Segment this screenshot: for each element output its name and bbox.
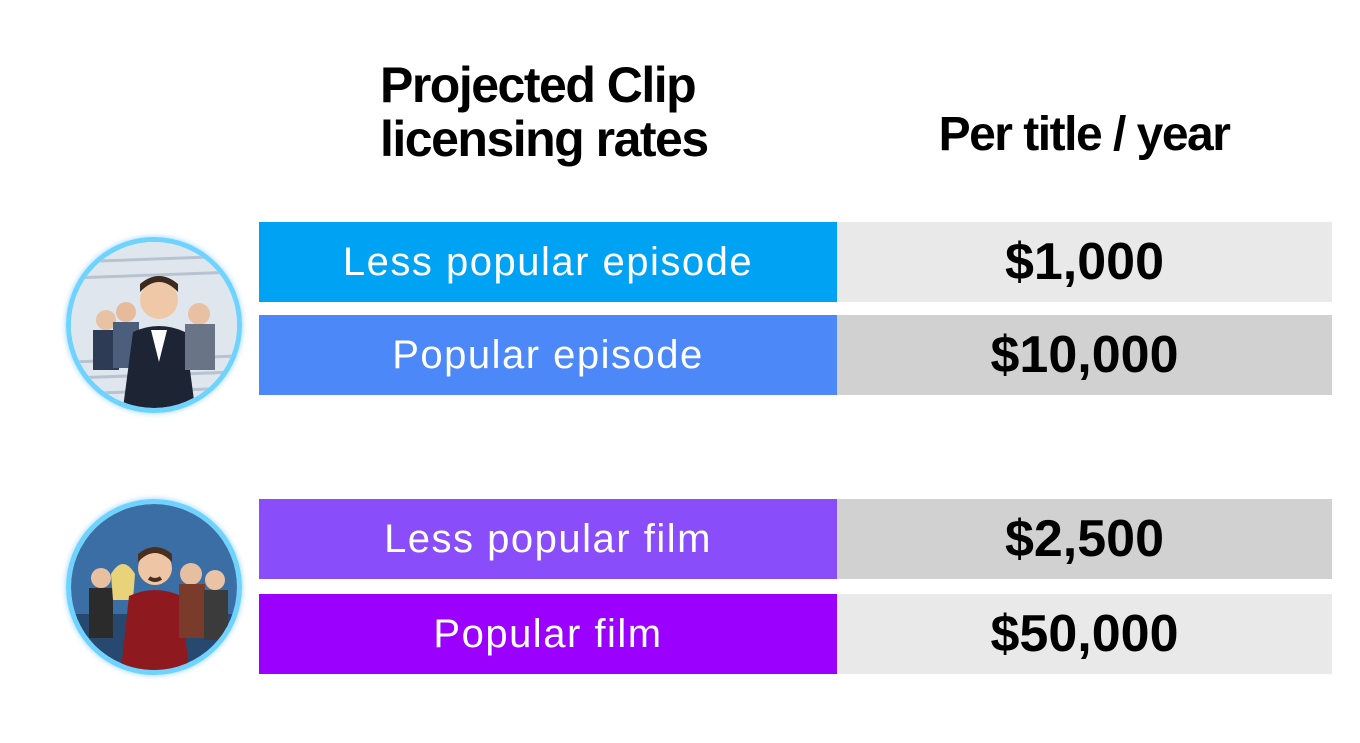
rate-row-label: Popular film [259,594,837,674]
column-header: Per title / year [938,108,1231,161]
rate-row-less-popular-episode: Less popular episode $1,000 [259,222,1332,302]
rate-row-label: Popular episode [259,315,837,395]
rate-row-value: $50,000 [837,594,1332,674]
page-title: Projected Clip licensing rates [380,58,800,166]
rate-row-value: $1,000 [837,222,1332,302]
tv-show-cast-photo-icon [66,237,242,413]
rate-row-value: $2,500 [837,499,1332,579]
rate-row-value: $10,000 [837,315,1332,395]
title-line-2: licensing rates [380,111,709,167]
rate-row-popular-film: Popular film $50,000 [259,594,1332,674]
title-line-1: Projected Clip [380,57,697,113]
rate-row-popular-episode: Popular episode $10,000 [259,315,1332,395]
rate-row-less-popular-film: Less popular film $2,500 [259,499,1332,579]
rate-row-label: Less popular film [259,499,837,579]
rate-row-label: Less popular episode [259,222,837,302]
film-cast-photo-icon [66,499,242,675]
